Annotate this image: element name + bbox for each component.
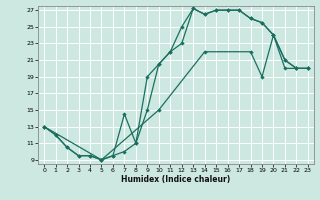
X-axis label: Humidex (Indice chaleur): Humidex (Indice chaleur) — [121, 175, 231, 184]
